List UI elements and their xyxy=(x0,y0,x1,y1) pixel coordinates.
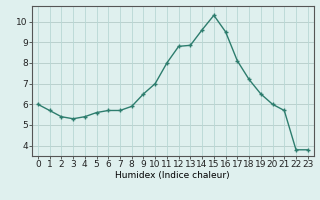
X-axis label: Humidex (Indice chaleur): Humidex (Indice chaleur) xyxy=(116,171,230,180)
